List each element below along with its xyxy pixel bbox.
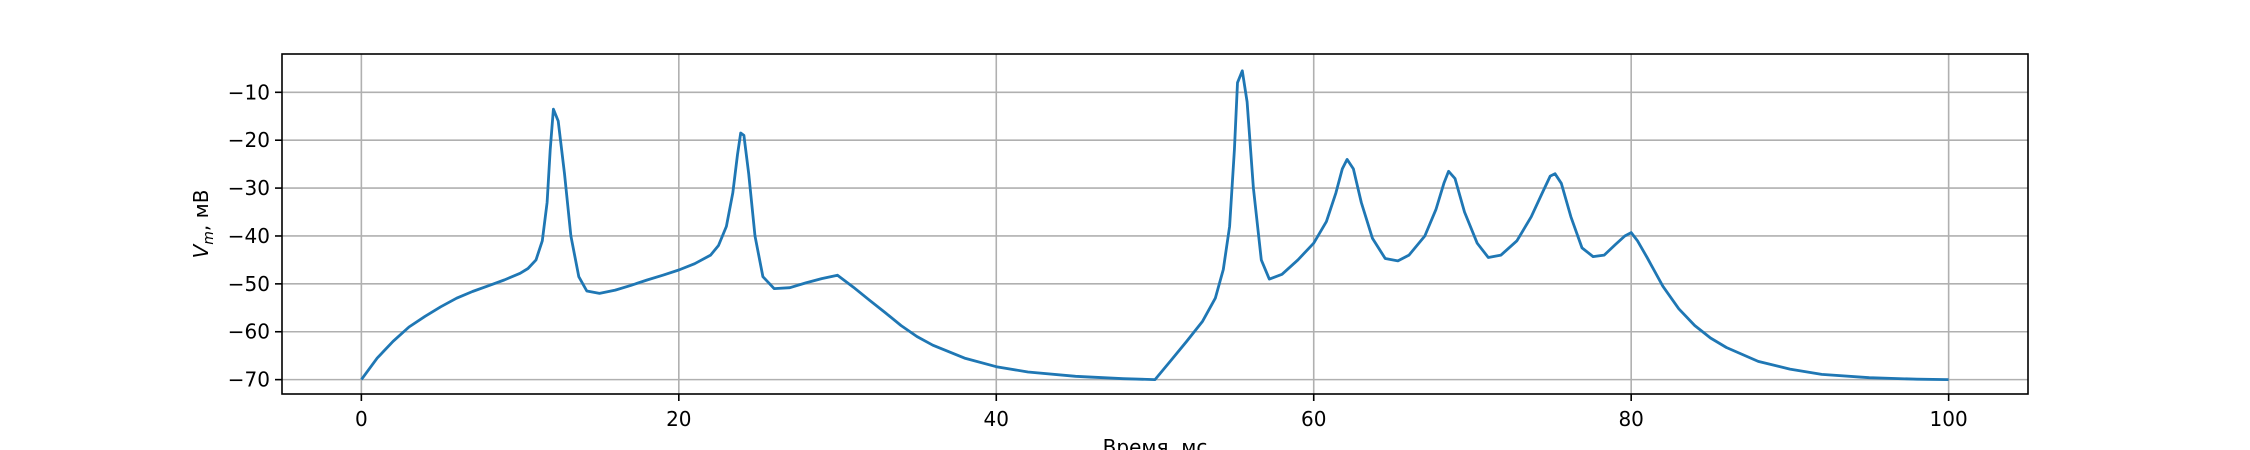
y-axis-label-main: V	[189, 243, 213, 258]
y-axis-label-subscript: m	[201, 231, 217, 245]
y-tick-label: −20	[228, 128, 270, 152]
y-tick-label: −70	[228, 368, 270, 392]
y-axis-label: Vm, мВ	[189, 190, 217, 259]
y-axis-label-unit: , мВ	[189, 190, 213, 232]
grid	[282, 54, 2028, 394]
x-tick-label: 20	[666, 407, 691, 431]
y-tick-label: −40	[228, 224, 270, 248]
x-axis: 0 20 40 60 80 100	[355, 394, 1968, 431]
y-tick-label: −30	[228, 176, 270, 200]
series-layer	[360, 69, 1949, 382]
y-axis: −70 −60 −50 −40 −30 −20 −10	[228, 80, 282, 392]
x-tick-label: 40	[984, 407, 1009, 431]
y-tick-label: −10	[228, 80, 270, 104]
x-axis-label: Время, мс	[1103, 435, 1208, 450]
x-tick-label: 100	[1930, 407, 1968, 431]
y-tick-label: −50	[228, 272, 270, 296]
x-tick-label: 60	[1301, 407, 1326, 431]
x-tick-label: 80	[1618, 407, 1643, 431]
x-tick-label: 0	[355, 407, 368, 431]
series-line	[360, 69, 1949, 382]
plot-frame	[281, 53, 2029, 395]
y-tick-label: −60	[228, 320, 270, 344]
